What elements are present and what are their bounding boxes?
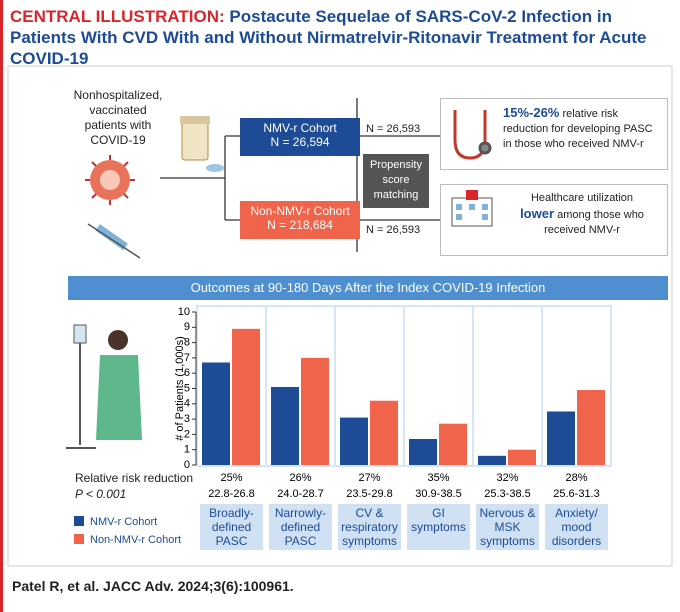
y-tick-label: 2 [184, 428, 190, 440]
risk-ci: 25.6-31.3 [553, 488, 599, 500]
bar [409, 438, 437, 465]
patient-icon [66, 324, 142, 449]
bar [232, 328, 260, 465]
finding-2-lead: Healthcare utilization [530, 192, 634, 204]
bar [577, 390, 605, 465]
bar [439, 423, 467, 465]
bar [301, 357, 329, 465]
bar [202, 362, 230, 465]
y-tick-label: 5 [184, 382, 190, 394]
finding-1-text: relative risk reduction for developing P… [503, 108, 653, 150]
frame [7, 65, 673, 567]
nmvr-box: NMV-r Cohort N = 26,594 [240, 118, 360, 156]
y-tick-label: 9 [184, 321, 190, 333]
accent-bar [0, 0, 3, 612]
y-tick-label: 8 [184, 337, 190, 349]
hospital-icon [451, 190, 493, 227]
legend-swatch [74, 534, 84, 544]
category-label: CV & respiratory symptoms [338, 504, 401, 550]
risk-percent: 26% [289, 472, 311, 484]
y-tick-label: 4 [184, 398, 190, 410]
category-label: Broadly-defined PASC [200, 504, 263, 550]
y-tick-label: 7 [184, 352, 190, 364]
risk-percent: 28% [565, 472, 587, 484]
title-label: CENTRAL ILLUSTRATION: [10, 7, 225, 26]
non-nmvr-name: Non-NMV-r Cohort [250, 204, 350, 218]
virus-icon [85, 155, 135, 205]
risk-ci: 23.5-29.8 [346, 488, 392, 500]
y-tick-label: 1 [184, 444, 190, 456]
y-axis-label: # of Patients (1,000s) [174, 336, 186, 441]
panel [474, 307, 541, 465]
citation: Patel R, et al. JACC Adv. 2024;3(6):1009… [12, 578, 294, 594]
legend-label: NMV-r Cohort [90, 516, 157, 528]
y-tick-label: 10 [178, 306, 190, 318]
bar [370, 400, 398, 465]
y-tick-label: 0 [184, 459, 190, 471]
category-label: GI symptoms [407, 504, 470, 550]
finding-2-highlight: lower [520, 206, 555, 221]
syringe-icon [87, 223, 141, 259]
p-value: P < 0.001 [75, 487, 127, 501]
finding-2-text: among those who received NMV-r [544, 209, 644, 236]
risk-ci: 22.8-26.8 [208, 488, 254, 500]
non-nmvr-box: Non-NMV-r Cohort N = 218,684 [240, 201, 360, 239]
risk-ci: 30.9-38.5 [415, 488, 461, 500]
matched-n: N = 26,593 [366, 123, 421, 135]
matching-box: Propensity score matching [363, 154, 429, 208]
population: Nonhospitalized, vaccinated patients wit… [73, 88, 163, 147]
title-text: Postacute Sequelae of SARS-CoV-2 Infecti… [10, 7, 647, 68]
risk-percent: 25% [220, 472, 242, 484]
risk-percent: 32% [496, 472, 518, 484]
nmvr-name: NMV-r Cohort [263, 121, 337, 135]
category-label: Anxiety/ mood disorders [545, 504, 608, 550]
legend-label: Non-NMV-r Cohort [90, 534, 181, 546]
risk-ci: 24.0-28.7 [277, 488, 323, 500]
finding-2: Healthcare utilization lower among those … [440, 184, 668, 256]
connectors [160, 98, 440, 252]
nmvr-n: N = 26,594 [270, 135, 330, 149]
finding-1-highlight: 15%-26% [503, 105, 560, 120]
category-label: Narrowly-defined PASC [269, 504, 332, 550]
risk-ci: 25.3-38.5 [484, 488, 530, 500]
bar [271, 386, 299, 465]
stethoscope-icon [453, 110, 492, 160]
bar [478, 455, 506, 465]
chart-title: Outcomes at 90-180 Days After the Index … [68, 276, 668, 300]
bar [340, 417, 368, 465]
non-nmvr-n: N = 218,684 [267, 218, 333, 232]
finding-1: 15%-26% relative risk reduction for deve… [440, 98, 668, 170]
bar [547, 411, 575, 465]
legend-swatch [74, 516, 84, 526]
title: CENTRAL ILLUSTRATION: Postacute Sequelae… [10, 6, 670, 69]
matched-n: N = 26,593 [366, 224, 421, 236]
y-tick-label: 6 [184, 367, 190, 379]
risk-label: Relative risk reduction [75, 471, 194, 485]
category-label: Nervous & MSK symptoms [476, 504, 539, 550]
pill-icon [180, 116, 224, 172]
plot-background [196, 305, 612, 467]
risk-percent: 35% [427, 472, 449, 484]
bar [508, 449, 536, 465]
risk-percent: 27% [358, 472, 380, 484]
y-tick-label: 3 [184, 413, 190, 425]
